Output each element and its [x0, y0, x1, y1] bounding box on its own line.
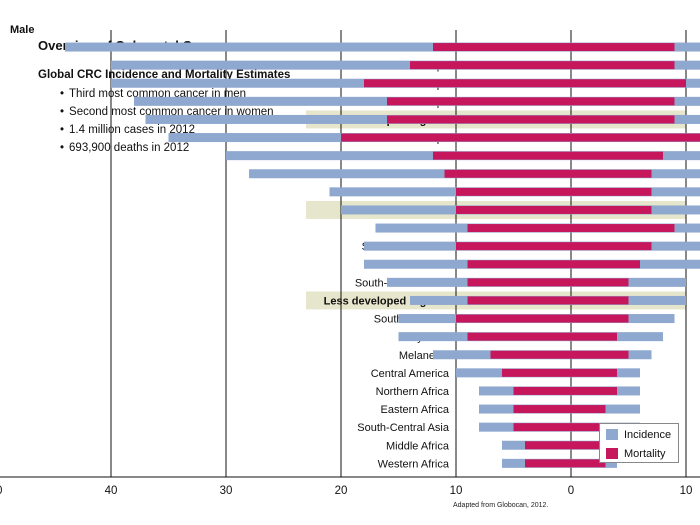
source-note: Adapted from Globocan, 2012. [453, 502, 549, 509]
mortality-bar-middle-africa [525, 441, 606, 450]
mortality-bar-australia-new-zealand [433, 43, 675, 52]
mortality-bar-most-developed-regions [387, 115, 675, 124]
mortality-bar-southern-africa [456, 314, 629, 323]
mortality-bar-eastern-asia [456, 187, 652, 196]
mortality-bar-southern-europe [364, 79, 686, 88]
x-tick-label: 0 [568, 485, 574, 497]
male-label: Male [10, 24, 34, 36]
x-tick-label: 10 [450, 485, 463, 497]
mortality-bar-western-africa [525, 459, 606, 468]
mortality-bar-northern-america [433, 151, 663, 160]
legend-entry-incidence: Incidence [600, 426, 678, 443]
section-subtitle: Global CRC Incidence and Mortality Estim… [38, 69, 291, 81]
legend-entry-mortality: Mortality [600, 445, 678, 462]
category-label-central-america: Central America [371, 368, 450, 380]
chart-legend: Incidence Mortality [599, 423, 679, 463]
x-tick-label: 40 [105, 485, 118, 497]
mortality-bar-caribbean [467, 224, 675, 233]
x-tick-label: 20 [335, 485, 348, 497]
mortality-bar-central-america [502, 368, 617, 377]
mortality-bar-eastern-africa [513, 405, 606, 414]
incidence-bar-australia-new-zealand [65, 42, 700, 52]
x-tick-label: 10 [680, 485, 693, 497]
category-label-eastern-africa: Eastern Africa [381, 404, 450, 416]
mortality-bar-central-and-eastern-europe [341, 133, 700, 142]
mortality-bar-polynesia [467, 332, 617, 341]
x-tick-label: 50 [0, 485, 2, 497]
mortality-bar-south-eastern-asia [467, 278, 629, 287]
mortality-bar-less-developed-regions [467, 296, 629, 305]
bullet-item: 1.4 million cases in 2012 [60, 121, 328, 139]
mortality-bar-western-asia [467, 260, 640, 269]
legend-label-incidence: Incidence [624, 428, 672, 441]
mortality-bar-world [456, 205, 652, 214]
mortality-bar-southern-america [456, 242, 652, 251]
incidence-bar-western-europe [111, 60, 700, 70]
mortality-bar-melanesia [490, 350, 629, 359]
mortality-bar-western-europe [410, 61, 675, 70]
category-label-western-africa: Western Africa [378, 458, 450, 470]
category-label-northern-africa: Northern Africa [376, 386, 450, 398]
mortality-bar-micronesia [444, 169, 652, 178]
mortality-bar-south-central-asia [513, 423, 606, 432]
legend-swatch-incidence [606, 429, 618, 440]
category-label-south-central-asia: South-Central Asia [357, 422, 450, 434]
x-tick-label: 30 [220, 485, 233, 497]
bullet-item: 693,900 deaths in 2012 [60, 139, 328, 157]
legend-swatch-mortality [606, 448, 618, 459]
category-label-middle-africa: Middle Africa [386, 440, 450, 452]
mortality-bar-northern-africa [513, 386, 617, 395]
mortality-bar-northern-europe [387, 97, 675, 106]
legend-label-mortality: Mortality [624, 447, 666, 460]
